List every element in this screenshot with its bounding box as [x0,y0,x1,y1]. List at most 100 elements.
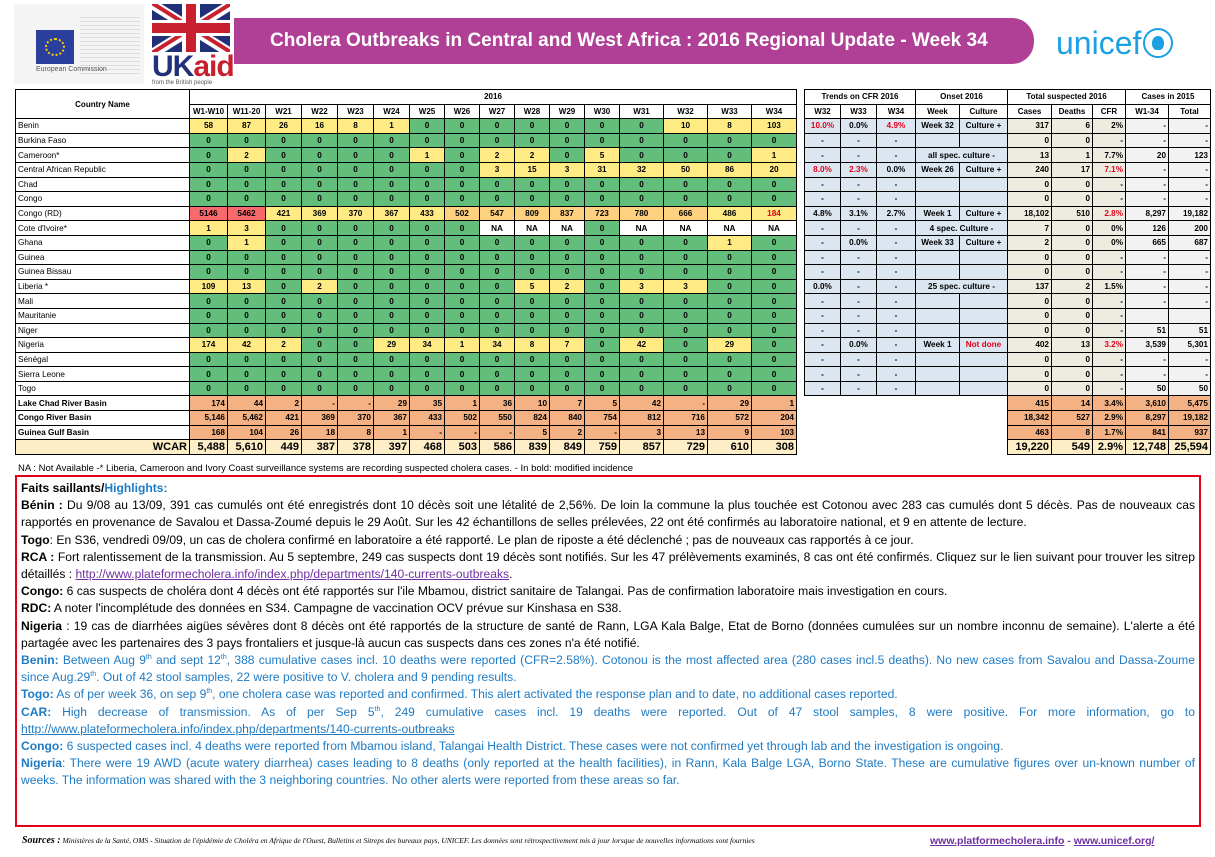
aggregate-name: Lake Chad River Basin [15,395,190,412]
trend-cell: - [840,132,877,149]
spacer [796,439,1008,455]
trend-cell: 2.7% [876,205,916,222]
week-cell: 0 [301,264,338,280]
week-cell: 0 [301,176,338,193]
week-cell: 0 [549,249,585,266]
total-cases: 0 [1007,293,1052,309]
spacer [796,264,805,280]
week-cell: 0 [337,337,374,353]
week-cell: 0 [514,234,550,251]
week-cell: 0 [444,132,480,149]
week-cell: 1 [373,118,410,134]
trend-cell: - [840,220,877,236]
spacer [796,410,1008,426]
trend-cell: - [876,322,916,339]
total-cfr: 2.8% [1092,205,1126,222]
week-cell: 0 [549,380,585,397]
platform-cholera-link[interactable]: www.platformecholera.info [930,835,1065,847]
table-row: Nigeria 174 42 2 0 0 29 34 1 34 8 7 0 42 0 29 0-0.0% - Wee… [15,337,1211,353]
highlight-text: 6 cas suspects de choléra dont 4 décès o… [63,584,948,599]
total-cfr: 0% [1092,234,1126,251]
spacer [796,162,805,178]
week-cell: 0 [189,351,228,368]
week-cell: 0 [337,366,374,382]
trend-cell: - [804,249,841,266]
week-cell: 0 [409,351,445,368]
week-cell: 433 [409,205,445,222]
week-cell: NA [751,220,797,236]
week-cell: 26 [265,118,302,134]
cases-2015-w134: 8,297 [1125,205,1169,222]
table-row: Sénégal 0 0 0 0 0 0 0 0 0 0 0 0 0 0 0 0- - -0 0- - - [15,351,1211,368]
week-cell: 0 [337,191,374,207]
week-cell: 3 [619,278,664,295]
unicef-emblem-icon [1143,28,1174,58]
total-deaths: 0 [1051,191,1093,207]
header-week: W22 [301,103,338,120]
country-name: Congo (RD) [15,205,190,222]
table-row: Cameroon* 0 2 0 0 0 0 1 0 2 2 0 5 0 0 0 1- - - all spec. cu… [15,147,1211,163]
total-deaths: 0 [1051,351,1093,368]
week-cell: 0 [707,307,752,324]
week-cell: 0 [751,322,797,339]
week-cell: 0 [227,307,266,324]
onset-culture: Culture + [959,118,1008,134]
cases-2015-total: - [1168,278,1211,295]
onset-week [915,322,960,339]
total-deaths: 0 [1051,249,1093,266]
trend-cell: - [876,249,916,266]
onset-merged: all spec. culture - [915,147,1008,163]
week-cell: 5462 [227,205,266,222]
highlight-paragraph: Benin: Between Aug 9th and sept 12th, 38… [21,652,1195,686]
week-cell: 0 [301,293,338,309]
week-cell: 184 [751,205,797,222]
week-cell: 0 [444,249,480,266]
highlight-text: 6 suspected cases incl. 4 deaths were re… [63,739,1004,754]
sitrep-link[interactable]: http://www.plateformecholera.info/index.… [21,721,455,736]
week-cell: 0 [584,337,620,353]
onset-week: Week 32 [915,118,960,134]
unicef-link[interactable]: www.unicef.org/ [1073,835,1155,847]
week-cell: 0 [301,220,338,236]
total-deaths: 17 [1051,161,1093,178]
week-cell: 723 [584,205,620,222]
unicef-wordmark: unicef [1056,24,1142,61]
week-cell: 0 [337,264,374,280]
week-cell: 0 [373,278,410,295]
week-cell: 0 [409,293,445,309]
week-cell: 0 [514,249,550,266]
onset-week: Week 33 [915,234,960,251]
onset-culture [959,176,1008,193]
week-cell: 0 [227,161,266,178]
country-name: Cameroon* [15,147,190,163]
week-cell: 0 [619,176,664,193]
aggregate-week: 36 [479,395,515,412]
onset-culture [959,307,1008,324]
aggregate-week: - [444,424,480,441]
week-cell: 0 [514,366,550,382]
onset-culture: Culture + [959,234,1008,251]
week-cell: NA [619,220,664,236]
week-cell: 0 [751,293,797,309]
aggregate-week: 104 [227,424,266,441]
header-week: W29 [549,103,585,120]
week-cell: 0 [707,366,752,382]
week-cell: 0 [373,234,410,251]
country-name: Congo [15,191,190,207]
week-cell: 502 [444,205,480,222]
cases-2015-w134: - [1125,191,1169,207]
highlight-country-label: Congo: [21,584,64,599]
sitrep-link[interactable]: http://www.plateformecholera.info/index.… [75,567,510,582]
week-cell: 0 [751,366,797,382]
aggregate-week: 5,146 [189,410,228,426]
table-row: Central African Republic 0 0 0 0 0 0 0 0 3 15 3 31 32… [15,161,1211,178]
total-cases: 317 [1007,118,1052,134]
week-cell: 0 [514,118,550,134]
week-cell: 0 [444,380,480,397]
week-cell: 0 [584,366,620,382]
week-cell: NA [707,220,752,236]
week-cell: 42 [227,337,266,353]
week-cell: 0 [337,147,374,163]
spacer [796,279,805,294]
page-title: Cholera Outbreaks in Central and West Af… [234,18,1034,64]
